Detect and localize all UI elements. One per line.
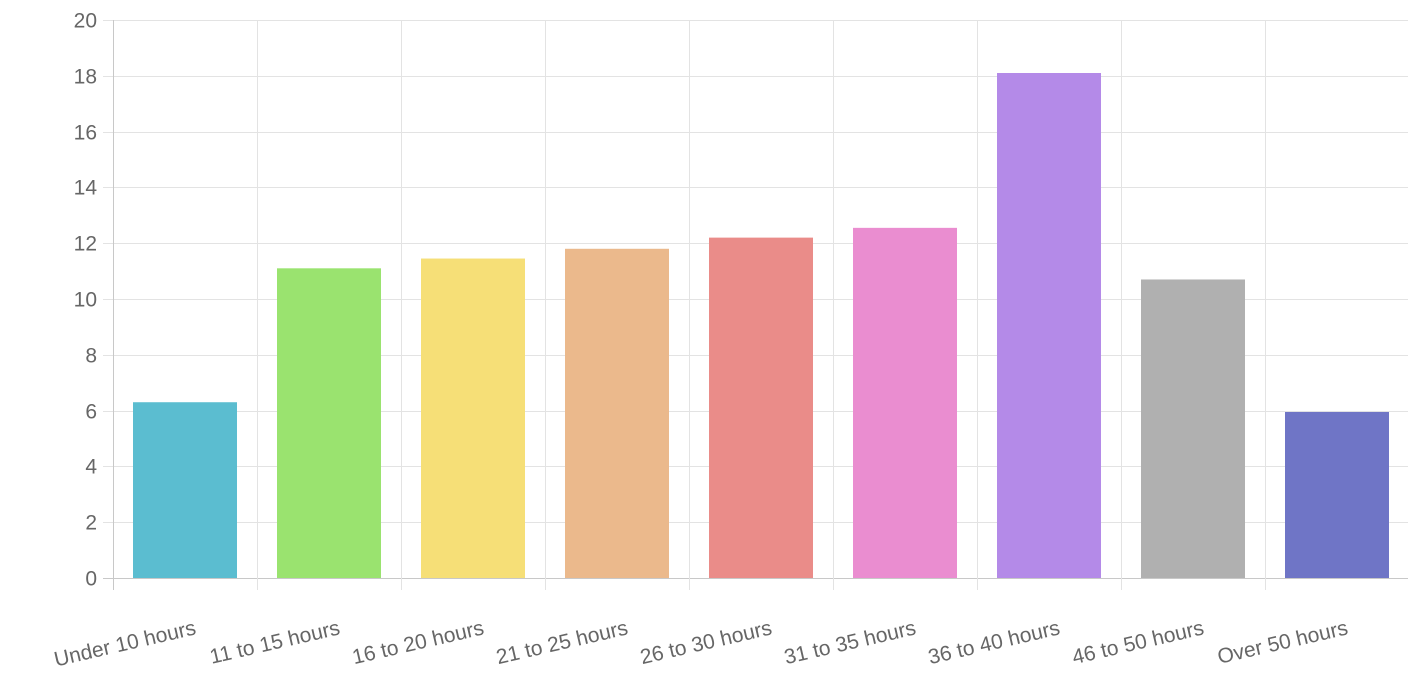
x-tick-label: Under 10 hours xyxy=(52,616,198,671)
x-tick-label: 11 to 15 hours xyxy=(208,616,342,668)
bar-16-to-20-hours[interactable] xyxy=(421,258,525,578)
x-tick-label: 31 to 35 hours xyxy=(782,616,918,669)
bar-over-50-hours[interactable] xyxy=(1285,411,1389,578)
chart-bars xyxy=(133,73,1389,579)
bar-11-to-15-hours[interactable] xyxy=(277,268,381,578)
bar-under-10-hours[interactable] xyxy=(133,402,237,578)
x-axis-tick-labels: Under 10 hours 11 to 15 hours 16 to 20 hou… xyxy=(52,616,1350,671)
y-tick-label: 8 xyxy=(85,345,97,368)
bar-31-to-35-hours[interactable] xyxy=(853,227,957,579)
y-tick-label: 2 xyxy=(85,512,97,535)
y-tick-label: 12 xyxy=(74,233,97,256)
y-tick-label: 4 xyxy=(85,456,97,479)
bar-46-to-50-hours[interactable] xyxy=(1141,279,1245,578)
x-tick-label: 21 to 25 hours xyxy=(494,616,630,669)
y-tick-label: 20 xyxy=(74,10,97,33)
y-tick-label: 14 xyxy=(74,177,98,200)
bar-21-to-25-hours[interactable] xyxy=(565,248,669,578)
x-tick-label: Over 50 hours xyxy=(1215,616,1350,668)
x-tick-label: 46 to 50 hours xyxy=(1070,616,1206,669)
x-tick-label: 26 to 30 hours xyxy=(638,616,774,669)
y-tick-label: 6 xyxy=(85,401,97,424)
y-tick-label: 16 xyxy=(74,122,97,145)
x-tick-label: 36 to 40 hours xyxy=(926,616,1062,669)
y-tick-label: 0 xyxy=(85,568,97,591)
y-tick-label: 10 xyxy=(74,289,97,312)
bar-36-to-40-hours[interactable] xyxy=(997,73,1101,578)
y-tick-label: 18 xyxy=(74,66,97,89)
x-tick-label: 16 to 20 hours xyxy=(350,616,486,669)
bar-26-to-30-hours[interactable] xyxy=(709,237,813,578)
y-axis-tick-labels: 0 2 4 6 8 10 12 14 16 18 20 xyxy=(74,10,98,591)
